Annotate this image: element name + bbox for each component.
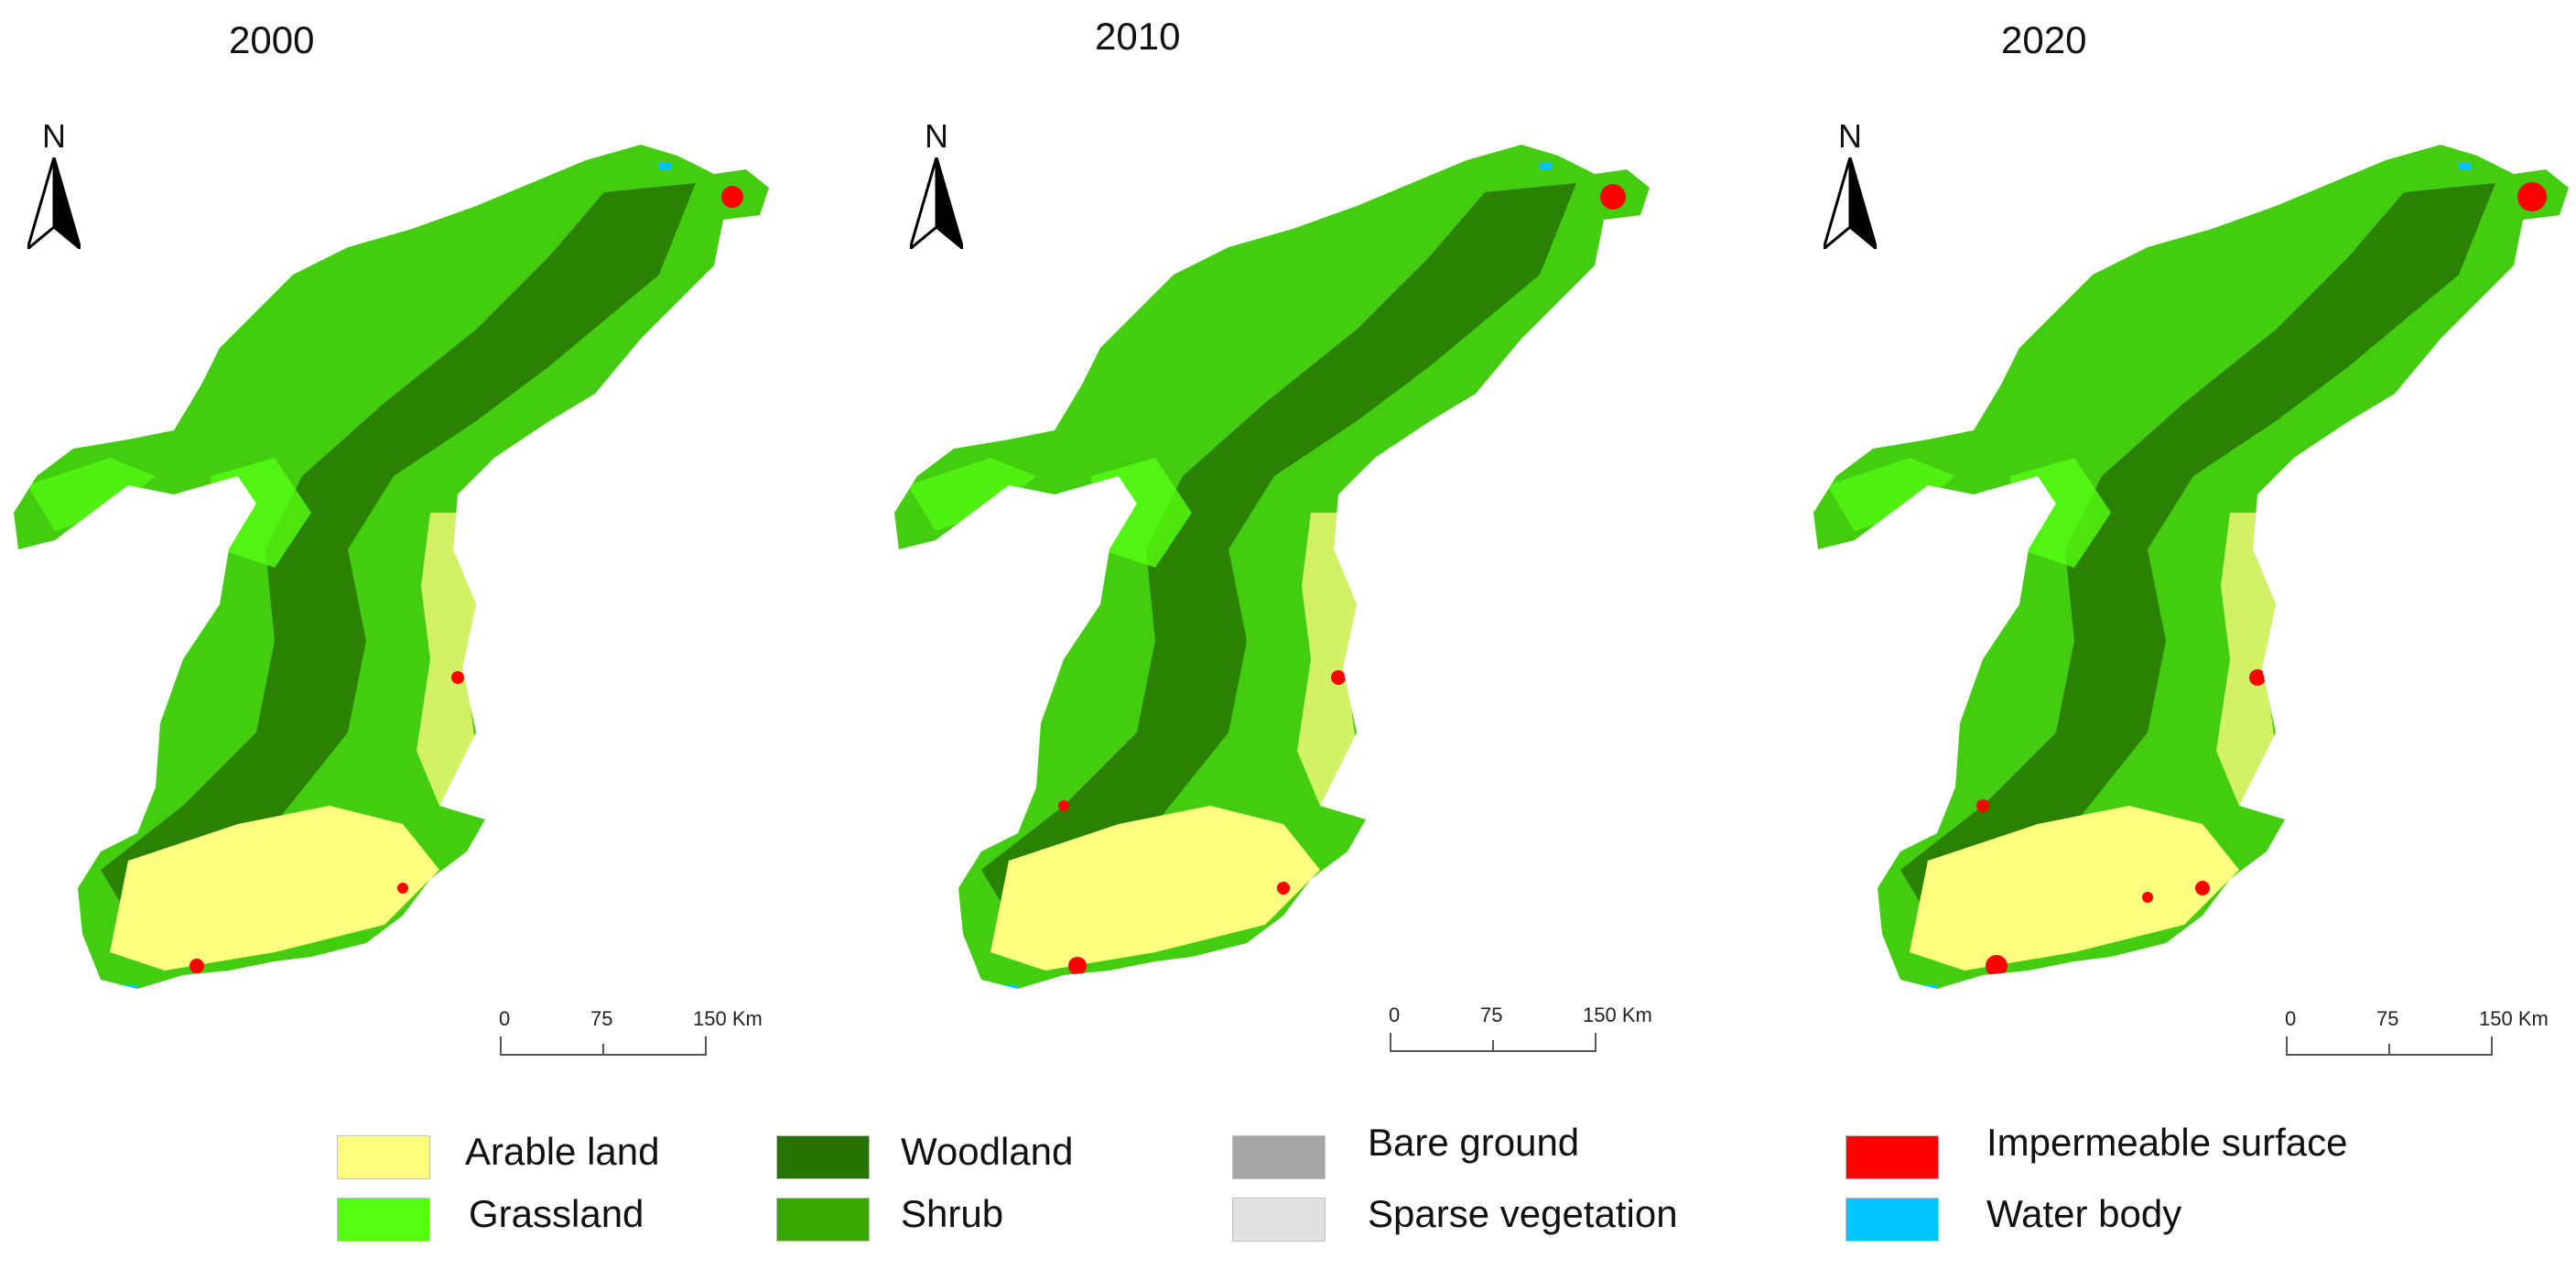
scale-tick-75: 75 xyxy=(2376,1007,2399,1030)
land-cover-map xyxy=(14,145,769,989)
north-arrow-icon xyxy=(27,157,81,249)
legend-swatch xyxy=(1232,1198,1326,1242)
scale-bar-graphic xyxy=(1390,1033,1596,1052)
legend-label: Shrub xyxy=(901,1192,1004,1235)
legend-swatch xyxy=(1232,1135,1326,1179)
scale-bar-graphic xyxy=(2286,1036,2493,1056)
legend-label: Sparse vegetation xyxy=(1368,1192,1678,1235)
panel-title: 2010 xyxy=(1095,15,1181,58)
scale-bar-graphic xyxy=(500,1036,707,1056)
legend-label: Arable land xyxy=(465,1130,660,1173)
legend-label: Bare ground xyxy=(1368,1121,1580,1164)
north-label: N xyxy=(1838,117,1862,155)
scale-tick-0: 0 xyxy=(2285,1007,2297,1030)
north-arrow: N xyxy=(22,117,86,255)
legend-label: Water body xyxy=(1986,1192,2182,1235)
scale-tick-150: 150 Km xyxy=(1583,1003,1652,1026)
panel-title: 2000 xyxy=(229,18,315,61)
map-panel-2000: 2000 N 0 75 150 Km xyxy=(0,0,859,1108)
legend-swatch xyxy=(776,1198,870,1242)
legend-swatch xyxy=(1845,1198,1939,1242)
panel-title: 2020 xyxy=(2001,18,2087,61)
legend-swatch xyxy=(337,1135,430,1179)
scale-bar: 0 75 150 Km xyxy=(499,1007,774,1080)
land-cover-map xyxy=(894,145,1650,989)
north-arrow-icon xyxy=(1824,157,1877,249)
legend-label: Impermeable surface xyxy=(1986,1121,2348,1164)
scale-bar: 0 75 150 Km xyxy=(2285,1007,2560,1080)
map-panel-2010: 2010 N 0 75 150 Km xyxy=(881,0,1739,1108)
scale-tick-150: 150 Km xyxy=(693,1007,763,1030)
scale-tick-75: 75 xyxy=(1480,1003,1503,1026)
legend-label: Woodland xyxy=(901,1130,1074,1173)
north-arrow: N xyxy=(904,117,969,255)
map-panel-2020: 2020 N 0 75 150 xyxy=(1717,0,2576,1108)
scale-tick-150: 150 Km xyxy=(2479,1007,2549,1030)
north-arrow: N xyxy=(1818,117,1882,255)
scale-tick-75: 75 xyxy=(590,1007,613,1030)
north-label: N xyxy=(42,117,66,155)
land-cover-map xyxy=(1813,145,2569,989)
scale-tick-0: 0 xyxy=(499,1007,511,1030)
scale-tick-0: 0 xyxy=(1389,1003,1401,1026)
legend-label: Grassland xyxy=(469,1192,644,1235)
scale-bar: 0 75 150 Km xyxy=(1389,1003,1663,1077)
legend-swatch xyxy=(776,1135,870,1179)
north-label: N xyxy=(925,117,948,155)
north-arrow-icon xyxy=(910,157,963,249)
legend-swatch xyxy=(1845,1135,1939,1179)
legend: Arable land Grassland Woodland Shrub Bar… xyxy=(0,1117,2576,1280)
legend-swatch xyxy=(337,1198,430,1242)
